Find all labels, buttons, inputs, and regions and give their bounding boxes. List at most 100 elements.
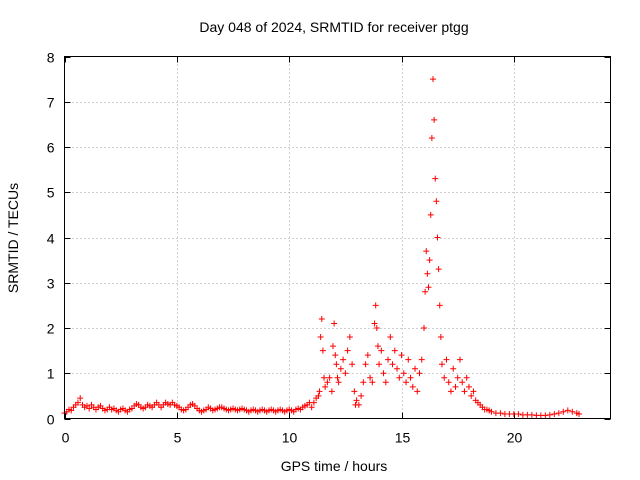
data-point xyxy=(308,404,315,411)
data-point xyxy=(317,334,324,341)
data-point xyxy=(324,379,331,386)
data-point xyxy=(396,374,403,381)
x-tick-label: 0 xyxy=(62,430,70,446)
data-point xyxy=(433,198,440,205)
data-point xyxy=(349,361,356,368)
data-point xyxy=(362,361,369,368)
data-point xyxy=(569,408,576,415)
data-point xyxy=(310,399,317,406)
data-point xyxy=(385,356,392,363)
data-point xyxy=(470,388,477,395)
data-point xyxy=(334,374,341,381)
data-point xyxy=(335,379,342,386)
data-point xyxy=(445,379,452,386)
data-point xyxy=(374,343,381,350)
data-point xyxy=(425,284,432,291)
data-point xyxy=(576,410,583,417)
data-point xyxy=(461,388,468,395)
data-point xyxy=(416,370,423,377)
data-point xyxy=(465,383,472,390)
data-point xyxy=(346,334,353,341)
data-point xyxy=(560,408,567,415)
data-point xyxy=(431,116,438,123)
data-point xyxy=(378,347,385,354)
y-tick-label: 7 xyxy=(47,95,55,111)
plot-frame xyxy=(64,56,611,419)
data-point xyxy=(380,370,387,377)
grid xyxy=(64,56,611,419)
y-tick-label: 4 xyxy=(47,231,55,247)
data-point xyxy=(391,347,398,354)
data-point xyxy=(328,388,335,395)
data-point xyxy=(418,356,425,363)
data-point xyxy=(326,374,333,381)
data-point xyxy=(426,257,433,264)
y-tick-label: 0 xyxy=(47,412,55,428)
y-tick-label: 5 xyxy=(47,185,55,201)
data-point xyxy=(497,410,504,417)
data-point xyxy=(555,410,562,417)
data-point xyxy=(398,352,405,359)
data-point xyxy=(371,320,378,327)
y-axis-label: SRMTID / TECUs xyxy=(5,183,21,293)
data-point xyxy=(86,405,93,412)
data-point xyxy=(414,388,421,395)
data-point xyxy=(468,392,475,399)
data-point xyxy=(515,410,522,417)
data-point xyxy=(316,388,323,395)
data-point xyxy=(463,374,470,381)
data-point xyxy=(355,401,362,408)
data-point xyxy=(412,365,419,372)
data-point xyxy=(435,266,442,273)
data-point xyxy=(337,365,344,372)
data-point xyxy=(456,356,463,363)
data-point xyxy=(364,352,371,359)
y-tick-label: 6 xyxy=(47,140,55,156)
data-point xyxy=(438,361,445,368)
x-tick-label: 20 xyxy=(507,430,523,446)
axis-ticks: 0 1 2 3 4 5 6 7 8 0 5 10 15 20 xyxy=(47,50,611,446)
data-point xyxy=(436,302,443,309)
data-point xyxy=(400,370,407,377)
data-point xyxy=(452,383,459,390)
data-point xyxy=(353,397,360,404)
data-point xyxy=(77,395,84,402)
data-point xyxy=(319,347,326,354)
data-point xyxy=(488,408,495,415)
data-point xyxy=(332,352,339,359)
data-points xyxy=(61,76,583,419)
y-tick-label: 8 xyxy=(47,50,55,66)
data-point xyxy=(333,361,340,368)
data-point xyxy=(459,379,466,386)
data-point xyxy=(450,365,457,372)
data-point xyxy=(330,343,337,350)
data-point xyxy=(424,270,431,277)
data-point xyxy=(422,288,429,295)
data-point xyxy=(409,383,416,390)
x-tick-label: 15 xyxy=(395,430,411,446)
data-point xyxy=(407,374,414,381)
data-point xyxy=(360,379,367,386)
data-point xyxy=(564,407,571,414)
data-point xyxy=(441,374,448,381)
y-tick-label: 3 xyxy=(47,276,55,292)
data-point xyxy=(437,334,444,341)
data-point xyxy=(376,361,383,368)
data-point xyxy=(432,175,439,182)
data-point xyxy=(367,374,374,381)
data-point xyxy=(454,374,461,381)
data-point xyxy=(342,370,349,377)
data-point xyxy=(340,356,347,363)
data-point xyxy=(434,234,441,241)
x-tick-label: 5 xyxy=(174,430,182,446)
data-point xyxy=(394,365,401,372)
x-axis-label: GPS time / hours xyxy=(281,458,388,474)
data-point xyxy=(331,320,338,327)
data-point xyxy=(318,315,325,322)
data-point xyxy=(551,410,558,417)
data-point xyxy=(389,361,396,368)
chart-title: Day 048 of 2024, SRMTID for receiver ptg… xyxy=(199,19,468,35)
data-point xyxy=(344,347,351,354)
data-point xyxy=(546,411,553,418)
